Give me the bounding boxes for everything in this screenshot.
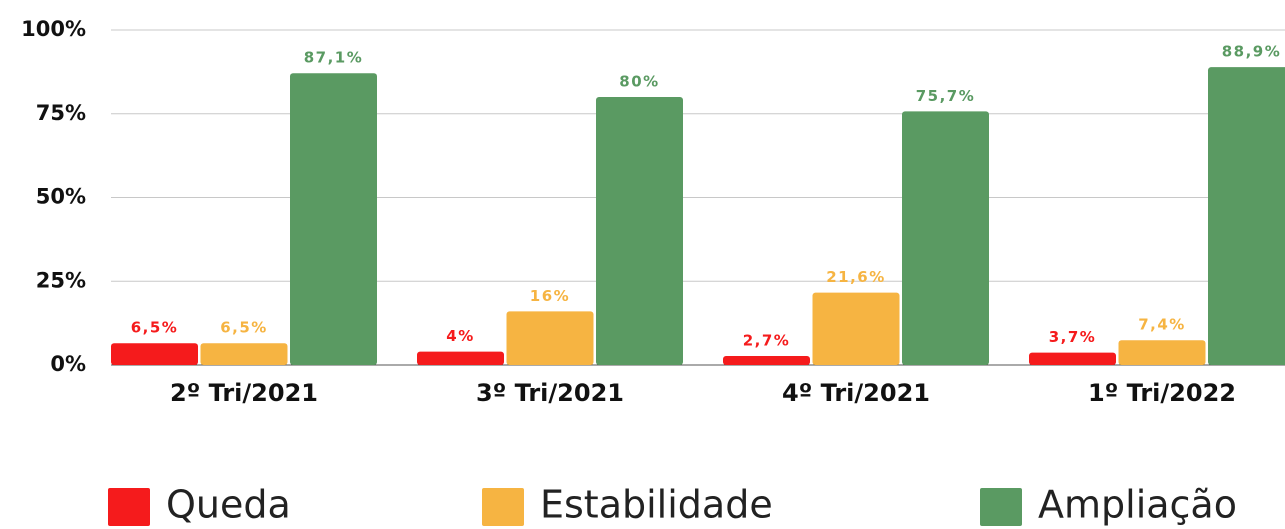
- bar: [417, 351, 504, 365]
- bar: [596, 97, 683, 365]
- value-label: 88,9%: [1222, 43, 1282, 61]
- bar: [1208, 67, 1285, 365]
- x-tick-label: 2º Tri/2021: [170, 379, 318, 407]
- legend-swatch: [482, 488, 524, 526]
- legend-swatch: [980, 488, 1022, 526]
- bar: [902, 111, 989, 365]
- value-label: 6,5%: [131, 319, 179, 337]
- legend-label: Estabilidade: [540, 483, 773, 527]
- bar: [111, 343, 198, 365]
- value-label: 16%: [530, 287, 570, 305]
- y-tick-label: 100%: [21, 17, 86, 41]
- bar: [1029, 352, 1116, 365]
- value-label: 3,7%: [1049, 328, 1097, 346]
- bar: [723, 355, 810, 365]
- value-label: 21,6%: [826, 268, 886, 286]
- x-tick-label: 4º Tri/2021: [782, 379, 930, 407]
- value-label: 7,4%: [1138, 316, 1186, 334]
- value-label: 80%: [619, 73, 659, 91]
- bar: [290, 73, 377, 365]
- bar: [812, 292, 900, 365]
- y-tick-label: 25%: [36, 268, 86, 292]
- x-tick-label: 3º Tri/2021: [476, 379, 624, 407]
- legend-label: Queda: [166, 483, 291, 527]
- value-label: 75,7%: [916, 87, 976, 105]
- value-label: 6,5%: [220, 319, 268, 337]
- x-tick-label: 1º Tri/2022: [1088, 379, 1236, 407]
- y-tick-label: 0%: [50, 352, 86, 376]
- bar: [200, 343, 288, 365]
- y-tick-label: 75%: [36, 101, 86, 125]
- value-label: 87,1%: [304, 49, 364, 67]
- legend-label: Ampliação: [1038, 483, 1237, 527]
- value-label: 4%: [446, 327, 474, 345]
- bar: [1118, 340, 1206, 365]
- y-tick-label: 50%: [36, 185, 86, 209]
- legend-swatch: [108, 488, 150, 526]
- value-label: 2,7%: [743, 331, 791, 349]
- bar: [506, 311, 594, 365]
